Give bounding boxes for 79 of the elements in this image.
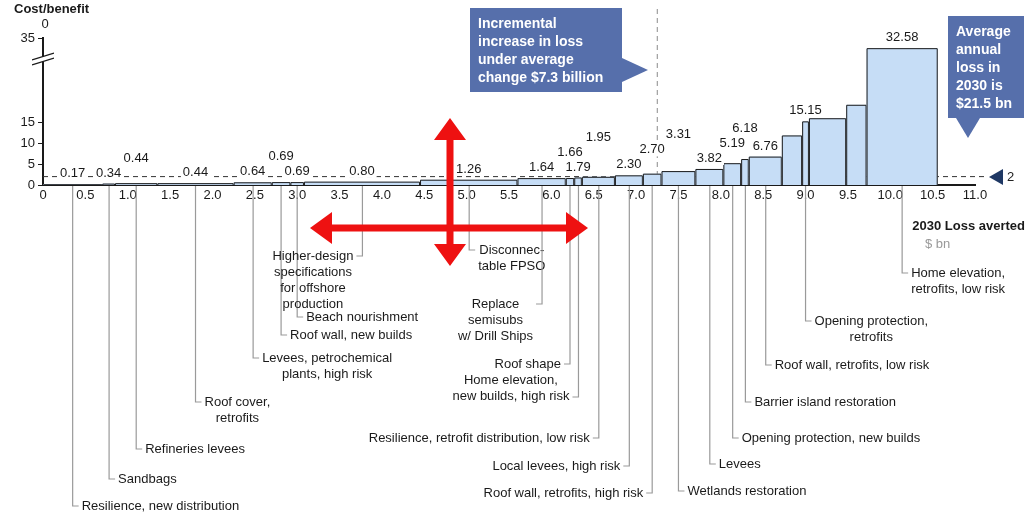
data-label: 0.44 bbox=[123, 149, 149, 165]
x-tick-label: 1.0 bbox=[118, 187, 137, 203]
annotation: Disconnec- table FPSO bbox=[478, 241, 546, 273]
data-label: 6.18 bbox=[732, 120, 758, 136]
x-tick-label: 9.5 bbox=[838, 187, 857, 203]
annotation: Barrier island restoration bbox=[754, 393, 897, 409]
annotation: Refineries levees bbox=[145, 440, 246, 456]
annotation: Resilience, new distribution bbox=[81, 497, 240, 513]
x-tick-label: 5.5 bbox=[499, 187, 519, 203]
x-tick-label: 3.0 bbox=[288, 187, 307, 203]
x-tick-label: 7.0 bbox=[627, 187, 646, 203]
annotation: Home elevation, new builds, high risk bbox=[452, 371, 570, 403]
x-tick-label: 9.0 bbox=[796, 187, 815, 203]
data-label: 6.76 bbox=[752, 137, 778, 153]
x-tick-label: 7.5 bbox=[669, 187, 688, 203]
annotation: Wetlands restoration bbox=[687, 482, 807, 498]
data-label: 32.58 bbox=[885, 29, 919, 45]
x-tick-label: 4.0 bbox=[372, 187, 391, 203]
x-tick-label: 0 bbox=[39, 187, 47, 203]
ref-line-label: 2 bbox=[1007, 169, 1015, 185]
y-tick-label: 35 bbox=[20, 29, 35, 45]
annotation: Roof wall, retrofits, low risk bbox=[774, 356, 930, 372]
x-tick-label: 10.0 bbox=[877, 187, 903, 203]
x-tick-label: 2.5 bbox=[245, 187, 264, 203]
data-label: 1.79 bbox=[565, 158, 591, 174]
data-label: 1.95 bbox=[585, 129, 612, 145]
y-tick-label: 15 bbox=[20, 113, 35, 129]
annotation: Replace semisubs w/ Drill Ships bbox=[456, 295, 534, 343]
data-label: 0.69 bbox=[284, 163, 310, 179]
x-tick-label: 10.5 bbox=[919, 187, 946, 203]
annotation: Sandbags bbox=[118, 470, 178, 486]
data-label: 2.70 bbox=[639, 141, 665, 157]
annotation: Opening protection, new builds bbox=[741, 429, 921, 445]
data-label: 0.64 bbox=[240, 163, 266, 179]
data-label: 1.26 bbox=[456, 160, 482, 176]
annotation: Higher-design specifications for offshore production bbox=[272, 247, 354, 311]
x-axis-title: 2030 Loss averted bbox=[912, 218, 1026, 234]
data-label: 3.31 bbox=[665, 126, 692, 142]
annotation: Resilience, retrofit distribution, low risk bbox=[368, 429, 591, 445]
annotation: Levees, petrochemical plants, high risk bbox=[262, 349, 393, 381]
annotation: Local levees, high risk bbox=[492, 457, 621, 473]
annotation: Roof shape bbox=[494, 355, 562, 371]
x-tick-label: 6.0 bbox=[542, 187, 561, 203]
annotation: Beach nourishment bbox=[306, 308, 419, 324]
data-label: 1.64 bbox=[528, 159, 555, 175]
data-label: 0.44 bbox=[182, 164, 209, 180]
data-label: 3.82 bbox=[696, 150, 723, 166]
annotation: Levees bbox=[718, 455, 762, 471]
data-label: 1.66 bbox=[557, 144, 583, 160]
x-tick-label: 2.0 bbox=[203, 187, 222, 203]
annotation: Opening protection, retrofits bbox=[814, 312, 929, 344]
data-label: 0.17 bbox=[60, 165, 86, 181]
y-tick-label: 0 bbox=[27, 176, 35, 192]
x-tick-label: 5.0 bbox=[457, 187, 476, 203]
data-label: 15.15 bbox=[789, 102, 822, 118]
data-label: 0.69 bbox=[268, 148, 294, 164]
y-tick-label: 10 bbox=[20, 134, 35, 150]
y-tick-label: 5 bbox=[27, 155, 35, 171]
x-tick-label: 11.0 bbox=[962, 187, 988, 203]
x-tick-label: 8.0 bbox=[711, 187, 730, 203]
text: $ bn bbox=[925, 236, 951, 252]
annotation: Home elevation, retrofits, low risk bbox=[911, 264, 1006, 296]
text: 0 bbox=[41, 16, 49, 32]
data-label: 5.19 bbox=[719, 135, 745, 151]
x-tick-label: 4.5 bbox=[415, 187, 434, 203]
x-tick-label: 0.5 bbox=[76, 187, 95, 203]
data-label: 0.80 bbox=[349, 162, 375, 178]
annotation: Incremental increase in loss under average change $7.3 billion bbox=[470, 8, 622, 92]
x-tick-label: 6.5 bbox=[584, 187, 603, 203]
y-axis-title: Cost/benefit bbox=[14, 1, 90, 17]
annotation: Roof wall, retrofits, high risk bbox=[483, 484, 644, 500]
data-label: 0.34 bbox=[96, 164, 122, 180]
annotation: Roof wall, new builds bbox=[290, 326, 413, 342]
x-tick-label: 8.5 bbox=[754, 187, 773, 203]
x-tick-label: 1.5 bbox=[161, 187, 180, 203]
x-tick-label: 3.5 bbox=[330, 187, 349, 203]
annotation: Roof cover, retrofits bbox=[204, 393, 271, 425]
data-label: 2.30 bbox=[616, 156, 642, 172]
annotation: Average annual loss in 2030 is $21.5 bn bbox=[948, 16, 1024, 118]
